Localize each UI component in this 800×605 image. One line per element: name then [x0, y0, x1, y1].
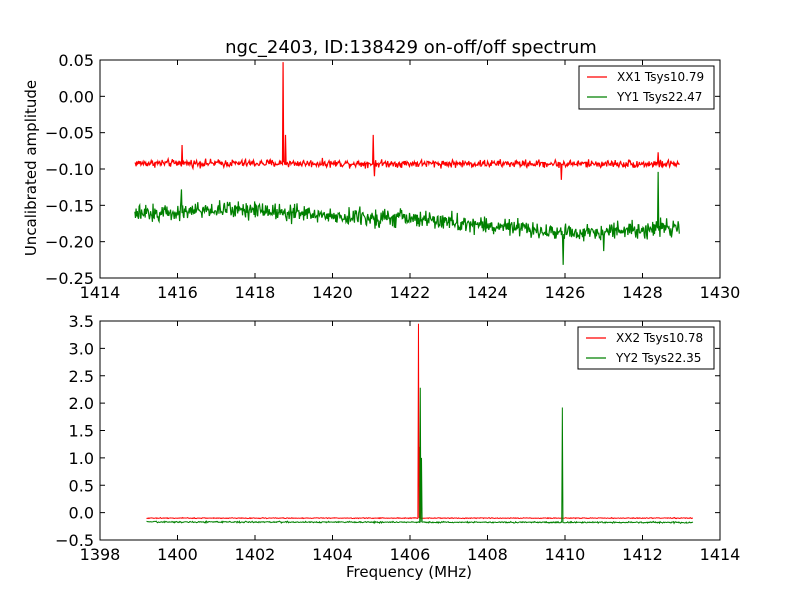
x-tick-label: 1418	[235, 283, 276, 302]
x-tick-label: 1400	[157, 545, 198, 564]
y-tick-label: −0.20	[45, 233, 94, 252]
legend-label: YY2 Tsys22.35	[615, 351, 701, 365]
y-tick-label: −0.10	[45, 160, 94, 179]
x-tick-label: 1404	[312, 545, 353, 564]
y-tick-label: 0.00	[58, 87, 94, 106]
y-tick-label: 0.0	[69, 504, 94, 523]
x-tick-label: 1412	[622, 545, 663, 564]
x-tick-label: 1424	[467, 283, 508, 302]
y-tick-label: 0.05	[58, 51, 94, 70]
x-tick-label: 1398	[80, 545, 121, 564]
x-tick-label: 1430	[700, 283, 741, 302]
y-tick-label: 1.0	[69, 449, 94, 468]
chart-title: ngc_2403, ID:138429 on-off/off spectrum	[225, 37, 597, 58]
y-axis-label: Uncalibrated amplitude	[22, 80, 40, 256]
y-tick-label: 0.5	[69, 476, 94, 495]
y-tick-label: −0.25	[45, 269, 94, 288]
y-tick-label: −0.5	[55, 531, 94, 550]
x-tick-label: 1414	[80, 283, 121, 302]
legend-box	[578, 65, 715, 110]
series-line-1-2	[134, 171, 680, 265]
x-tick-label: 1406	[390, 545, 431, 564]
legend-2: XX2 Tsys10.78 YY2 Tsys22.35	[577, 326, 715, 370]
x-tick-label: 1402	[235, 545, 276, 564]
legend-label: XX1 Tsys10.79	[617, 70, 704, 84]
legend-label: YY1 Tsys22.47	[616, 90, 702, 104]
x-tick-label: 1416	[157, 283, 198, 302]
y-tick-label: 3.0	[69, 339, 94, 358]
legend-1: XX1 Tsys10.79 YY1 Tsys22.47	[578, 65, 715, 110]
y-tick-label: 2.5	[69, 367, 94, 386]
legend-box	[577, 326, 715, 370]
x-tick-label: 1420	[312, 283, 353, 302]
x-tick-label: 1408	[467, 545, 508, 564]
legend-label: XX2 Tsys10.78	[616, 331, 703, 345]
y-tick-label: −0.05	[45, 124, 94, 143]
y-tick-label: 2.0	[69, 394, 94, 413]
series-line-1-1	[134, 62, 680, 180]
x-tick-label: 1422	[390, 283, 431, 302]
y-tick-label: 3.5	[69, 312, 94, 331]
x-tick-label: 1426	[545, 283, 586, 302]
x-tick-label: 1410	[545, 545, 586, 564]
x-tick-label: 1414	[700, 545, 741, 564]
series-line-2-2	[146, 387, 694, 525]
x-axis-label: Frequency (MHz)	[346, 563, 472, 581]
chart-panel-1: 1414 1416 1418 1420 1422 1424 1426 1428 1430 −0.2…	[45, 51, 740, 302]
x-tick-label: 1428	[622, 283, 663, 302]
y-tick-label: −0.15	[45, 196, 94, 215]
chart-panel-2: 1398 1400 1402 1404 1406 1408 1410 1412 1414 −0.5…	[55, 312, 740, 564]
y-tick-label: 1.5	[69, 422, 94, 441]
